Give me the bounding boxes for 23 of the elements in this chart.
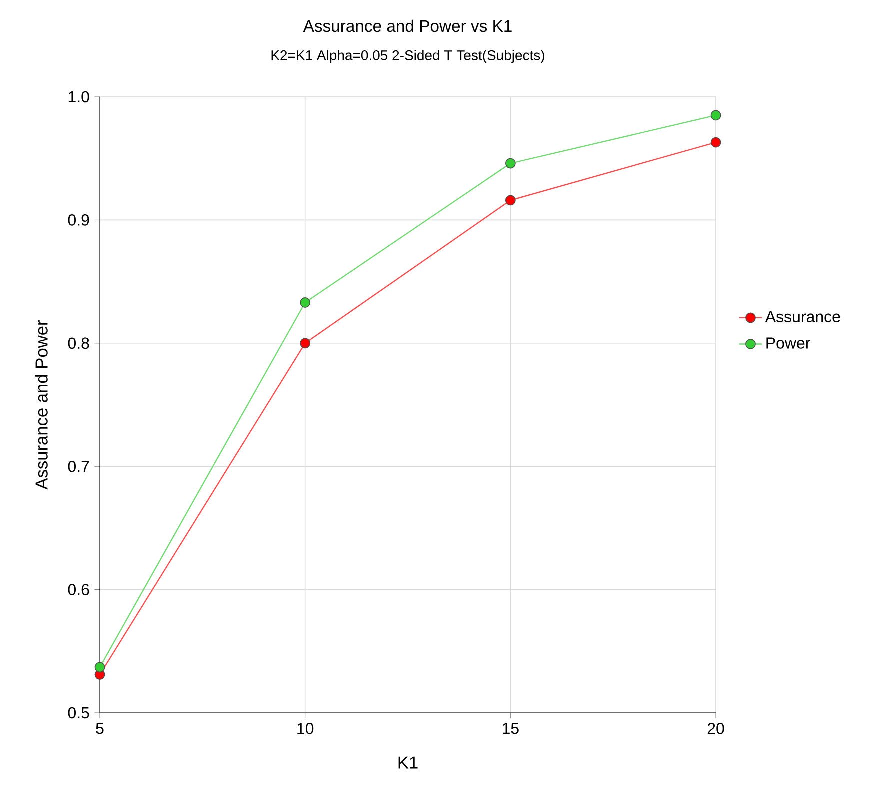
point (505, 195, 516, 206)
x-tick-label: 5 (96, 723, 104, 734)
y-tick-label: 0.5 (68, 707, 90, 719)
point (505, 158, 516, 169)
point (94, 662, 106, 673)
y-tick-label: 0.8 (68, 338, 90, 350)
y-tick-label: 0.9 (68, 214, 90, 226)
x-tick-label: 15 (502, 723, 519, 734)
legend-label: Power (766, 338, 810, 349)
y-tick-label: 0.7 (68, 460, 90, 472)
point (710, 110, 722, 121)
x-axis-title: K1 (398, 756, 418, 769)
legend-label: Assurance (765, 311, 840, 323)
y-tick-label: 1.0 (68, 91, 90, 103)
y-tick-label: 0.6 (68, 584, 90, 596)
x-tick-label: 20 (708, 723, 724, 734)
y-axis-title: Assurance and Power (35, 320, 48, 490)
chart-title: Assurance and Power vs K1 (303, 20, 512, 32)
point (710, 137, 722, 148)
x-tick-label: 10 (298, 723, 314, 734)
point (300, 298, 311, 308)
point (300, 338, 311, 349)
chart-subtitle: K2=K1 Alpha=0.05 2-Sided T Test(Subjects) (272, 50, 544, 64)
